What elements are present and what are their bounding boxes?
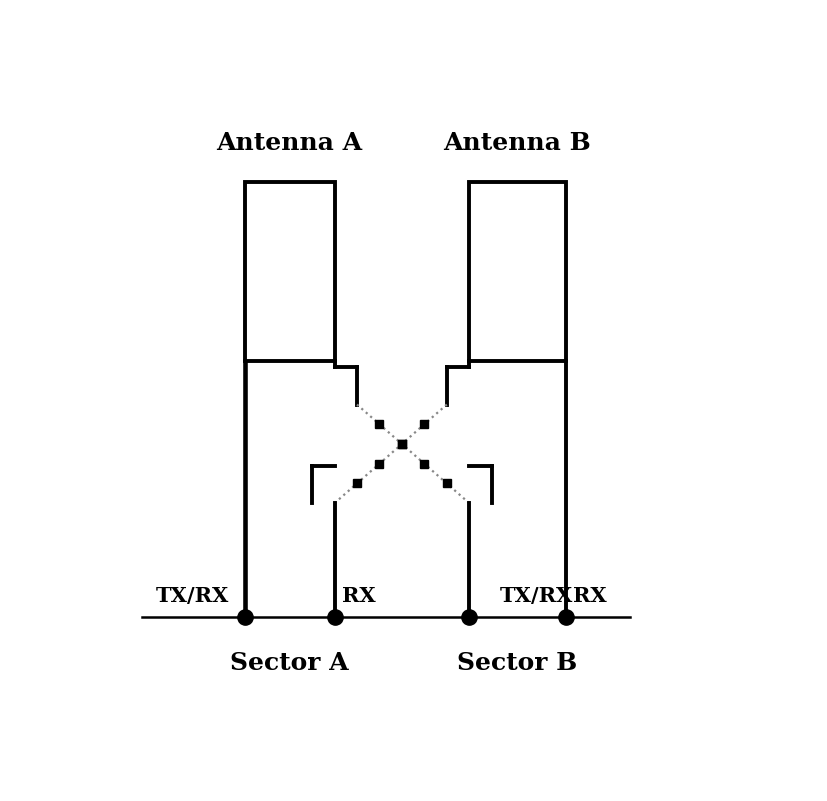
Text: RX: RX (342, 586, 375, 606)
Text: RX: RX (572, 586, 606, 606)
Text: Sector A: Sector A (230, 651, 348, 675)
Text: Antenna B: Antenna B (443, 131, 590, 155)
Text: TX/RX: TX/RX (499, 586, 572, 606)
Text: TX/RX: TX/RX (155, 586, 228, 606)
Bar (245, 183, 334, 361)
Text: Antenna A: Antenna A (217, 131, 362, 155)
Bar (469, 183, 565, 361)
Text: Sector B: Sector B (457, 651, 576, 675)
